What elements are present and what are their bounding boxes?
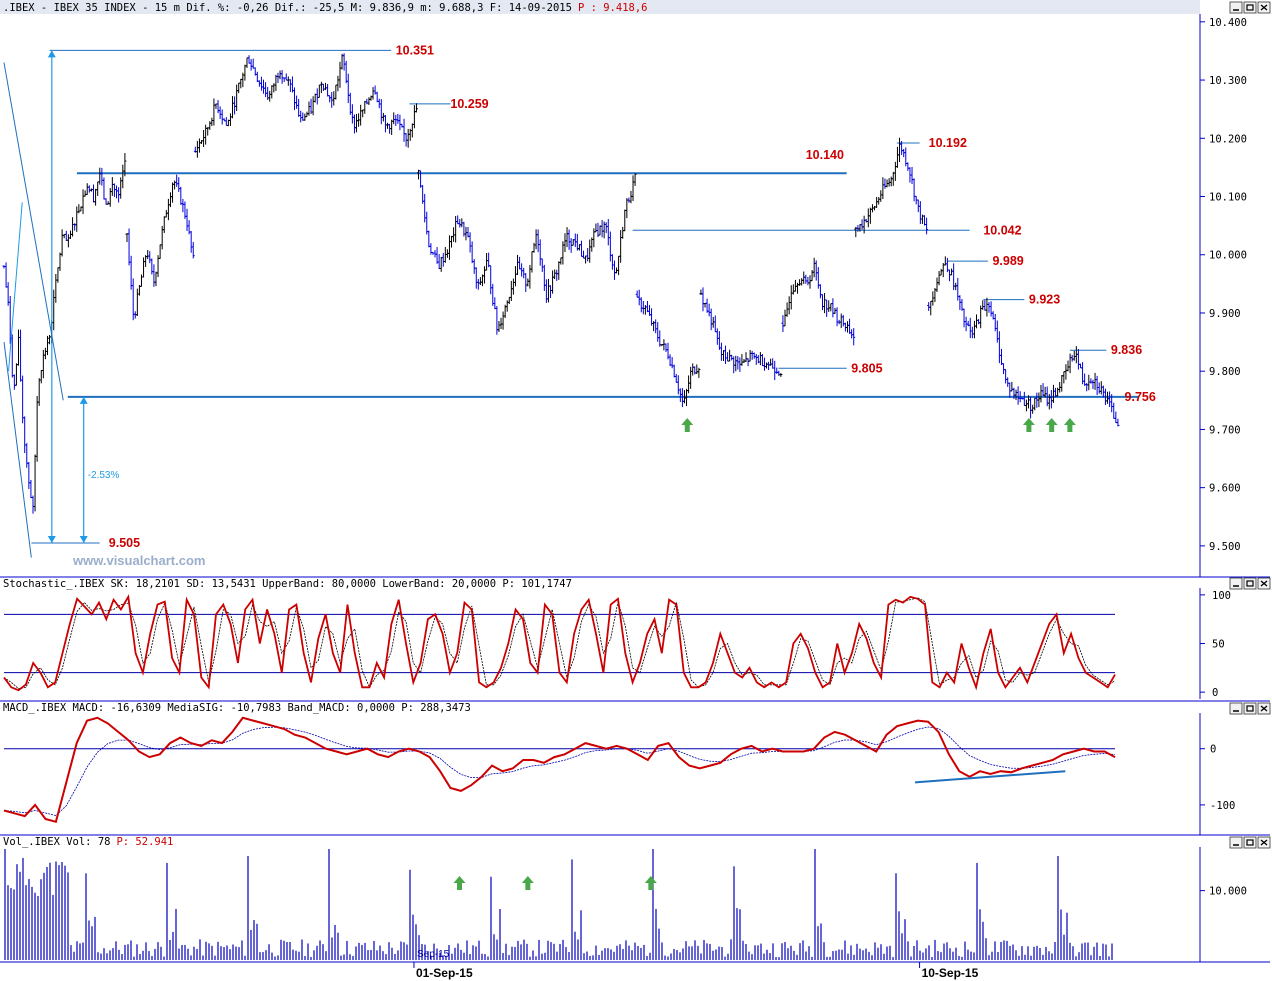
minimize-button[interactable] bbox=[1229, 1, 1243, 14]
measure-tool[interactable]: -2.53% bbox=[3, 50, 120, 558]
stoch-sk-line bbox=[3, 594, 1116, 692]
maximize-icon bbox=[1246, 580, 1254, 587]
price-axis: 9.500 9.600 9.700 9.800 9.900 10.000 10.100 10.… bbox=[1200, 17, 1247, 553]
maximize-icon bbox=[1246, 705, 1254, 712]
stoch-sd-line bbox=[3, 597, 1116, 690]
level-label: 10.351 bbox=[396, 43, 434, 57]
level-label: 10.042 bbox=[983, 223, 1021, 237]
price-tick-label: 9.700 bbox=[1209, 424, 1241, 436]
close-icon bbox=[1260, 4, 1268, 11]
price-tick-label: 9.600 bbox=[1209, 483, 1241, 495]
vol-tick-label: 10.000 bbox=[1209, 886, 1247, 898]
overlay-date-label: Sep-15 bbox=[417, 949, 450, 960]
date-label: 01-Sep-15 bbox=[416, 966, 473, 980]
measure-arrowhead bbox=[47, 535, 56, 543]
measure-arrowhead bbox=[79, 535, 88, 543]
close-icon bbox=[1260, 580, 1268, 587]
measure-arrowhead bbox=[79, 396, 88, 404]
level-label: 9.923 bbox=[1029, 293, 1060, 307]
price-tick-label: 10.200 bbox=[1209, 133, 1247, 145]
stoch-tick-label: 0 bbox=[1212, 687, 1218, 699]
measure-line bbox=[8, 202, 23, 372]
maximize-icon bbox=[1246, 4, 1254, 11]
price-tick-label: 10.000 bbox=[1209, 250, 1247, 262]
buy-arrows bbox=[681, 418, 1076, 432]
watermark: www.visualchart.com bbox=[72, 553, 205, 568]
stoch-tick-label: 50 bbox=[1212, 639, 1225, 651]
date-label: 10-Sep-15 bbox=[922, 966, 979, 980]
level-label: 9.505 bbox=[109, 536, 140, 550]
level-label: 9.989 bbox=[992, 254, 1023, 268]
price-tick-label: 10.400 bbox=[1209, 17, 1247, 29]
up-arrow-icon bbox=[1045, 418, 1058, 432]
close-icon bbox=[1260, 839, 1268, 846]
maximize-icon bbox=[1246, 839, 1254, 846]
macd-header: MACD_.IBEX MACD: -16,6309 MediaSIG: -10,… bbox=[3, 702, 471, 714]
level-label: 10.192 bbox=[929, 136, 967, 150]
minimize-button[interactable] bbox=[1229, 836, 1243, 849]
trend-line bbox=[3, 342, 32, 558]
stochastic-panel[interactable]: 0 50 100 bbox=[3, 590, 1231, 699]
level-label: 9.805 bbox=[851, 361, 882, 375]
price-candles bbox=[2, 53, 1120, 514]
price-levels: 10.351 10.259 10.140 10.192 10.042 9.989 9.923… bbox=[31, 43, 1156, 550]
maximize-button[interactable] bbox=[1243, 577, 1257, 590]
up-arrow-icon bbox=[453, 876, 466, 890]
price-tick-label: 9.500 bbox=[1209, 541, 1241, 553]
price-panel[interactable]: 10.351 10.259 10.140 10.192 10.042 9.989 9.923… bbox=[2, 43, 1156, 558]
maximize-button[interactable] bbox=[1243, 836, 1257, 849]
minimize-button[interactable] bbox=[1229, 577, 1243, 590]
level-label: 10.140 bbox=[806, 148, 844, 162]
macd-divergence-line bbox=[914, 770, 1066, 784]
level-label: 9.756 bbox=[1125, 390, 1156, 404]
measure-arrowhead bbox=[47, 50, 56, 58]
panel-frames bbox=[0, 14, 1270, 963]
measure-pct-label: -2.53% bbox=[88, 470, 120, 481]
title-bar bbox=[0, 0, 1200, 14]
macd-tick-label: -100 bbox=[1210, 800, 1235, 812]
up-arrow-icon bbox=[644, 876, 657, 890]
stoch-header: Stochastic_.IBEX SK: 18,2101 SD: 13,5431… bbox=[3, 578, 572, 590]
volume-panel[interactable]: 10.000 bbox=[4, 849, 1247, 960]
up-arrow-icon bbox=[1022, 418, 1035, 432]
close-icon bbox=[1260, 705, 1268, 712]
up-arrow-icon bbox=[1063, 418, 1076, 432]
date-axis: 01-Sep-15 10-Sep-15 bbox=[413, 962, 979, 980]
level-label: 9.836 bbox=[1111, 343, 1142, 357]
maximize-button[interactable] bbox=[1243, 1, 1257, 14]
maximize-button[interactable] bbox=[1243, 702, 1257, 715]
level-label: 10.259 bbox=[450, 97, 488, 111]
price-tick-label: 10.100 bbox=[1209, 192, 1247, 204]
macd-panel[interactable]: 0 -100 bbox=[3, 716, 1235, 824]
chart-title: .IBEX - IBEX 35 INDEX - 15 m Dif. %: -0,… bbox=[3, 2, 648, 14]
macd-signal-line bbox=[3, 726, 1116, 817]
macd-tick-label: 0 bbox=[1210, 744, 1216, 756]
up-arrow-icon bbox=[521, 876, 534, 890]
price-tick-label: 9.900 bbox=[1209, 308, 1241, 320]
window-buttons[interactable] bbox=[1229, 1, 1271, 849]
price-tick-label: 9.800 bbox=[1209, 366, 1241, 378]
macd-line bbox=[3, 716, 1116, 824]
minimize-button[interactable] bbox=[1229, 702, 1243, 715]
stoch-tick-label: 100 bbox=[1212, 590, 1231, 602]
up-arrow-icon bbox=[681, 418, 694, 432]
price-tick-label: 10.300 bbox=[1209, 75, 1247, 87]
vol-header: Vol_.IBEX Vol: 78 P: 52.941 bbox=[3, 836, 173, 848]
trend-line bbox=[3, 62, 64, 401]
